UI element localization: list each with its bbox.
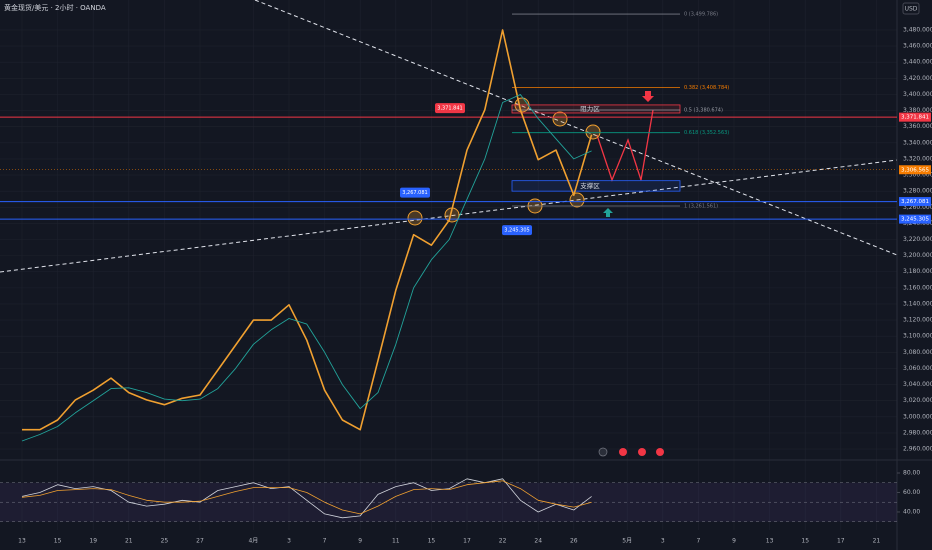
x-tick-label: 4月	[248, 538, 258, 545]
x-tick-label: 21	[873, 538, 881, 545]
fib-label: 0.618 (3,352.563)	[684, 130, 729, 136]
x-tick-label: 3	[661, 538, 665, 545]
x-tick-label: 21	[125, 538, 133, 545]
y-tick-label: 3,380.000	[903, 107, 932, 114]
fib-label: 1 (3,261.561)	[684, 204, 718, 210]
y-tick-label: 3,200.000	[903, 252, 932, 259]
x-tick-label: 25	[161, 538, 169, 545]
x-tick-label: 15	[428, 538, 436, 545]
fib-label: 0.382 (3,408.784)	[684, 85, 729, 91]
y-tick-label: 3,180.000	[903, 268, 932, 275]
plot-layer: 3,480.000 3,460.000 3,440.000 3,420.000 3,40…	[0, 0, 932, 530]
x-tick-label: 11	[392, 538, 400, 545]
axis-tag: 3,371.841	[901, 115, 929, 121]
fib-label: 0 (3,499.786)	[684, 12, 718, 18]
x-tick-label: 17	[463, 538, 471, 545]
price-tag-bg	[435, 103, 465, 114]
series-line	[22, 29, 593, 431]
zone	[511, 104, 681, 114]
y-tick-label: 3,000.000	[903, 413, 932, 420]
projection-path	[596, 109, 654, 182]
rsi-tick-label: 40.00	[903, 508, 920, 515]
x-tick-label: 15	[54, 538, 62, 545]
currency-box	[902, 2, 920, 15]
pivot-markers	[407, 97, 601, 226]
y-tick-label: 2,960.000	[903, 446, 932, 453]
zone-label: 支撑区	[580, 181, 600, 190]
axis-tag-bg	[899, 214, 931, 224]
y-tick-label: 3,100.000	[903, 333, 932, 340]
y-tick-label: 3,480.000	[903, 26, 932, 33]
axis-tag-bg	[899, 112, 931, 122]
x-tick-label: 22	[499, 538, 507, 545]
chart-title: 黄金现货/美元 · 2小时 · OANDA	[4, 3, 106, 12]
series-line	[21, 94, 592, 442]
x-tick-label: 24	[534, 538, 542, 545]
rsi-tick-label: 80.00	[903, 469, 920, 476]
up-arrow	[603, 208, 613, 217]
y-tick-label: 3,260.000	[903, 204, 932, 211]
x-tick-label: 26	[570, 538, 578, 545]
y-tick-label: 3,400.000	[903, 91, 932, 98]
x-tick-label: 27	[196, 538, 204, 545]
y-tick-label: 3,420.000	[903, 75, 932, 82]
x-tick-label: 13	[18, 538, 26, 545]
series-line	[21, 480, 592, 515]
x-tick-label: 9	[732, 538, 736, 545]
x-tick-label: 13	[766, 538, 774, 545]
x-tick-label: 17	[837, 538, 845, 545]
trendline	[254, 0, 898, 256]
x-tick-label: 5月	[622, 538, 632, 545]
last-price-tag-bg	[899, 165, 931, 175]
y-tick-label: 3,220.000	[903, 236, 932, 243]
x-tick-label: 15	[801, 538, 809, 545]
y-tick-label: 3,140.000	[903, 300, 932, 307]
y-tick-label: 3,440.000	[903, 59, 932, 66]
x-tick-label: 7	[696, 538, 700, 545]
last-price-tag: 3,306.565	[901, 167, 929, 173]
zone-label: 阻力区	[580, 104, 600, 113]
y-tick-label: 3,360.000	[903, 123, 932, 130]
price-tag: 3,371.841	[437, 106, 462, 112]
trendline	[0, 159, 898, 273]
y-tick-label: 3,460.000	[903, 43, 932, 50]
fib-label: 0.5 (3,380.674)	[684, 108, 723, 114]
price-tag: 3,245.305	[504, 228, 529, 234]
currency: USD	[905, 6, 918, 13]
y-tick-label: 2,980.000	[903, 429, 932, 436]
price-tag-bg	[502, 225, 532, 236]
x-tick-label: 3	[287, 538, 291, 545]
y-tick-label: 3,300.000	[903, 172, 932, 179]
rsi-tick-label: 60.00	[903, 489, 920, 496]
zone	[511, 180, 681, 192]
price-tag-bg	[400, 187, 430, 198]
y-tick-label: 3,320.000	[903, 155, 932, 162]
series-line	[21, 478, 592, 519]
axis-tag: 3,245.305	[901, 217, 929, 223]
y-tick-label: 3,040.000	[903, 381, 932, 388]
axis-tag: 3,267.081	[901, 199, 929, 205]
down-arrow	[642, 91, 654, 102]
price-tag: 3,267.081	[402, 190, 427, 196]
y-tick-label: 3,060.000	[903, 365, 932, 372]
x-tick-label: 9	[358, 538, 362, 545]
event-icons	[598, 447, 664, 457]
y-tick-label: 3,080.000	[903, 349, 932, 356]
y-tick-label: 3,340.000	[903, 139, 932, 146]
y-tick-label: 3,160.000	[903, 284, 932, 291]
x-tick-label: 19	[89, 538, 97, 545]
y-tick-label: 3,280.000	[903, 188, 932, 195]
y-tick-label: 3,120.000	[903, 317, 932, 324]
y-tick-label: 3,020.000	[903, 397, 932, 404]
axis-tag-bg	[899, 197, 931, 207]
x-tick-label: 7	[323, 538, 327, 545]
